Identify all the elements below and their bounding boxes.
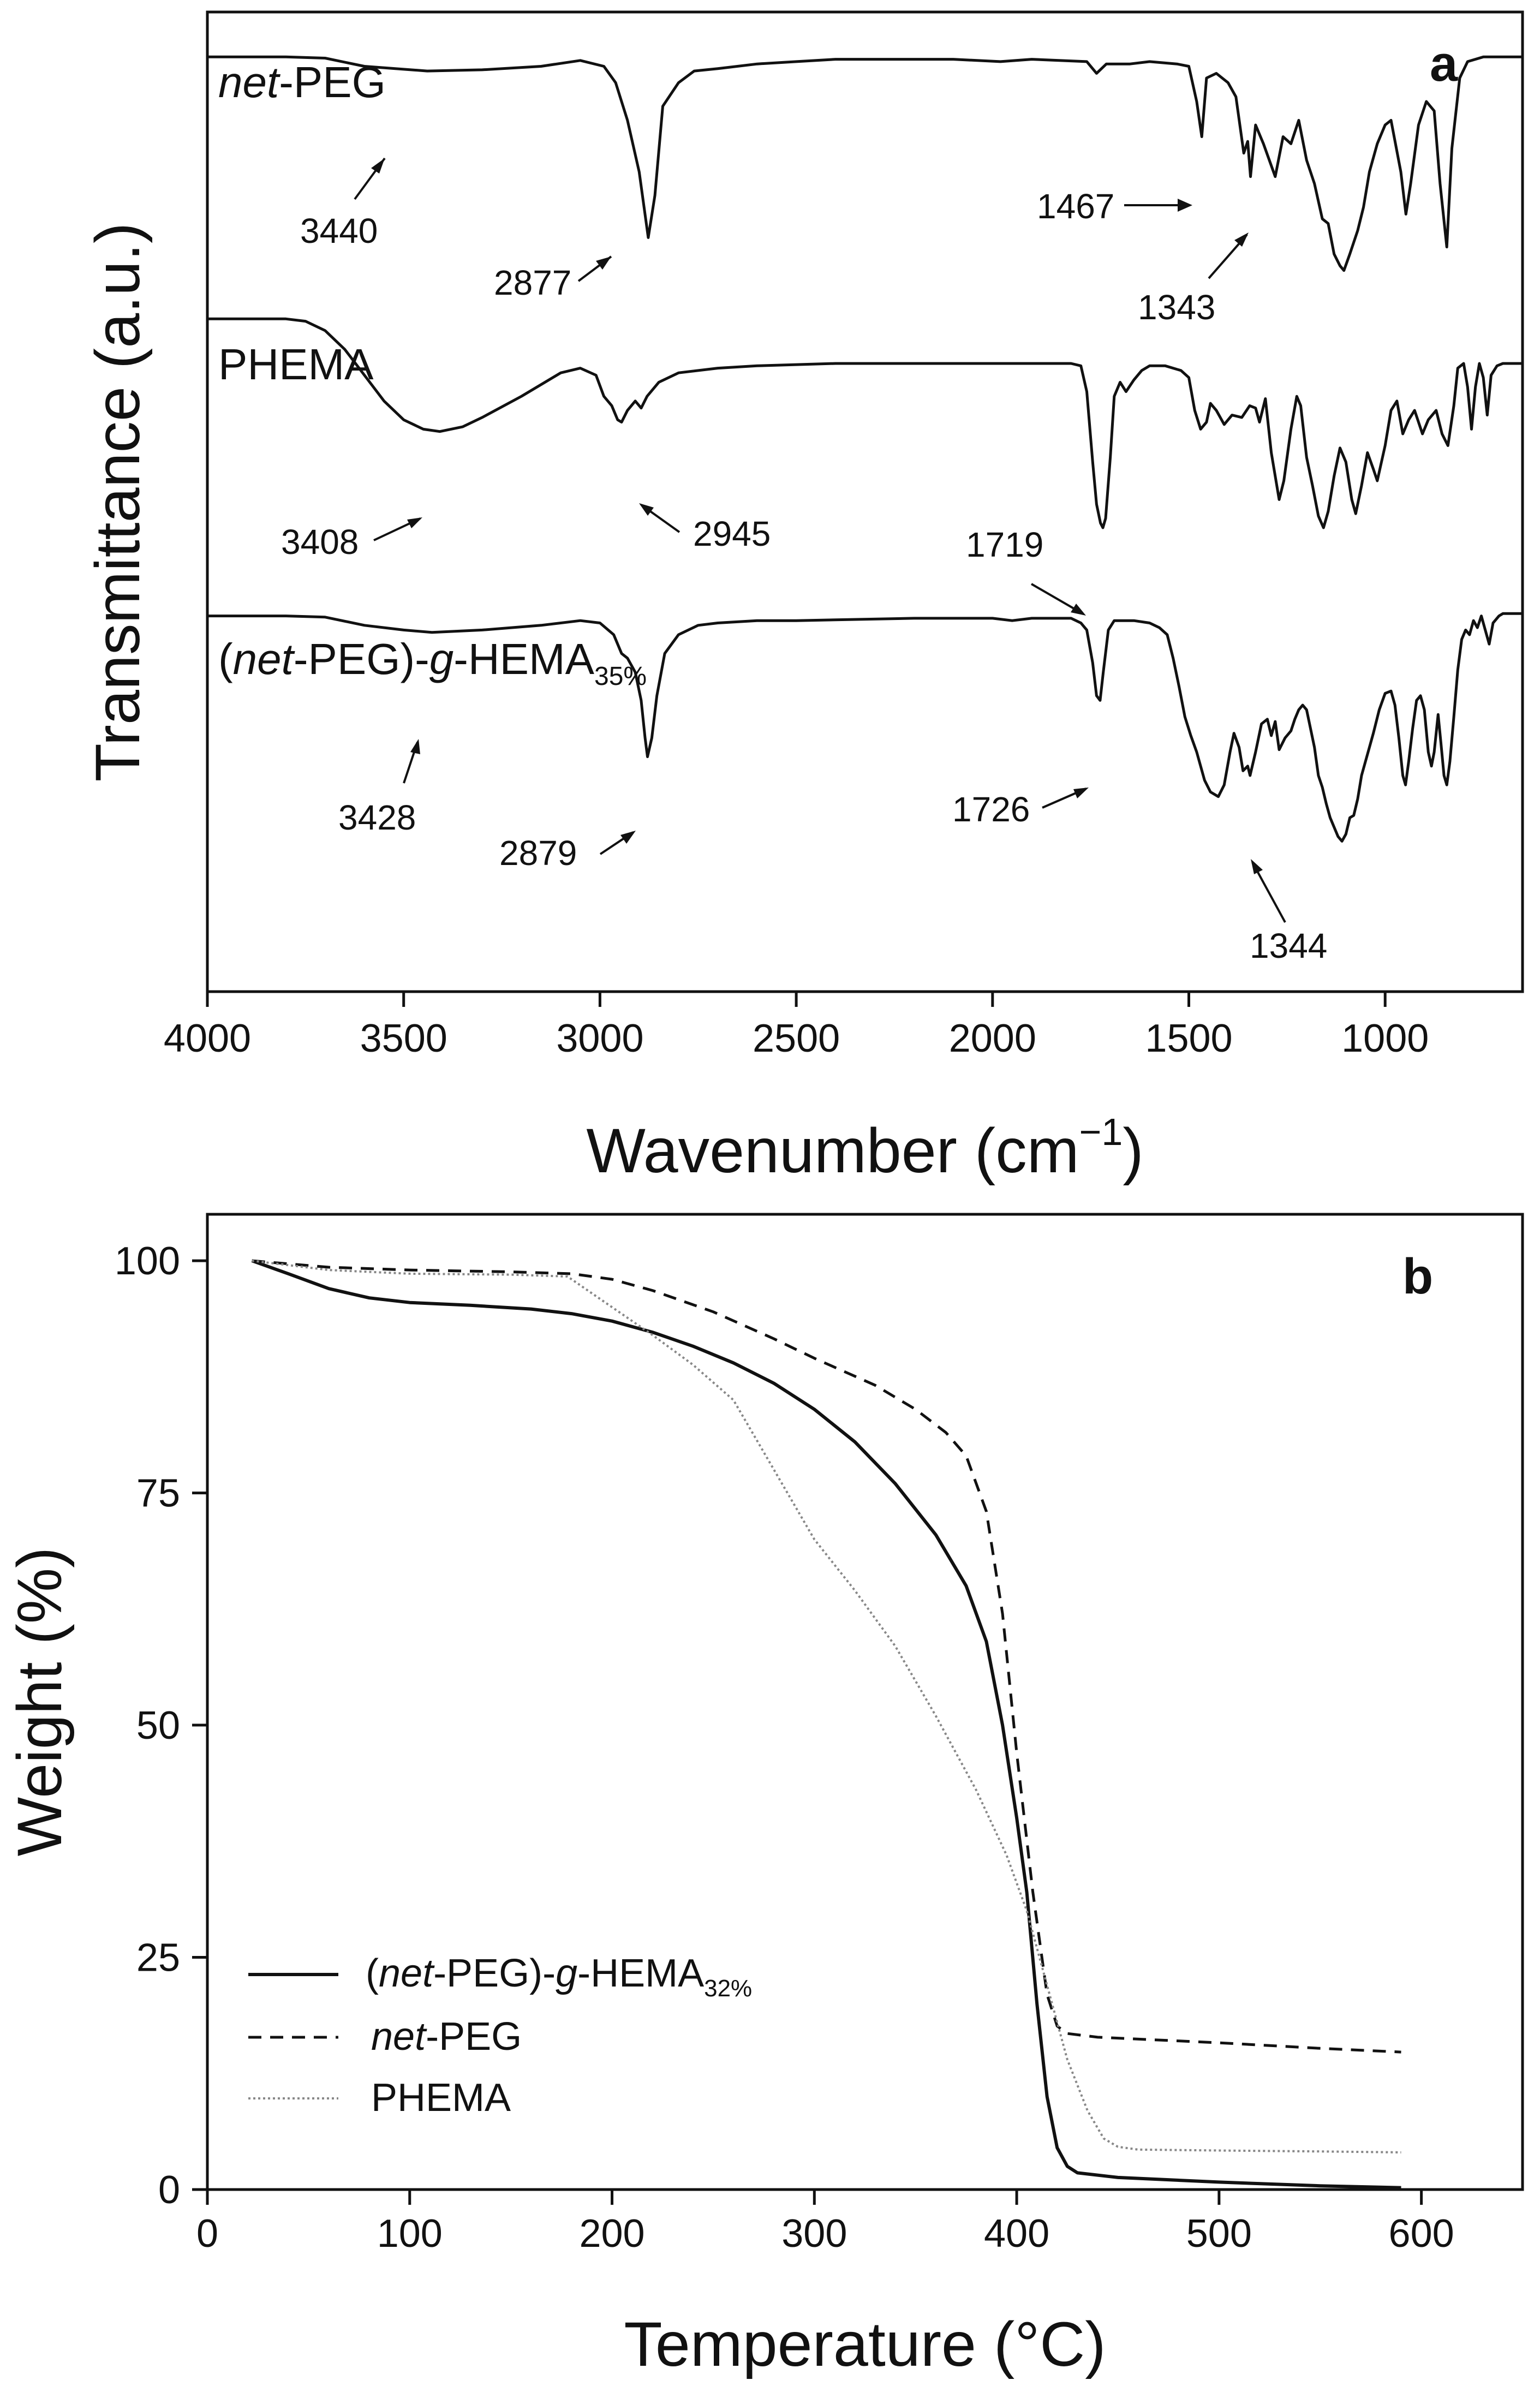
- peak-arrowhead-3440: [371, 158, 385, 174]
- peak-arrowhead-1726: [1073, 788, 1089, 798]
- peak-label-2877: 2877: [494, 263, 571, 302]
- peak-arrowhead-3428: [410, 739, 420, 754]
- peak-arrowhead-2879: [620, 831, 636, 844]
- peak-label-2945: 2945: [693, 514, 771, 553]
- series-label-phema: PHEMA: [218, 340, 374, 389]
- peak-arrowhead-1344: [1251, 859, 1263, 874]
- legend: (net-PEG)-g-HEMA32% net-PEG PHEMA: [248, 1952, 752, 2120]
- x-tick-label-3500: 3500: [360, 1017, 447, 1060]
- series-label-graft: (net-PEG)-g-HEMA35%: [218, 635, 647, 691]
- legend-label-graft: (net-PEG)-g-HEMA32%: [366, 1952, 752, 2002]
- peak-label-1344: 1344: [1250, 926, 1327, 965]
- peak-label-1719: 1719: [966, 525, 1043, 564]
- peak-label-1726: 1726: [952, 790, 1030, 829]
- panel-b-ylabel: Weight (%): [5, 1547, 75, 1857]
- peak-label-1467: 1467: [1037, 187, 1114, 226]
- x-tick-label-2000: 2000: [949, 1017, 1036, 1060]
- peak-arrowhead-2877: [596, 257, 611, 270]
- ir-series-net-peg: [207, 55, 1523, 272]
- peak-label-3408: 3408: [281, 522, 359, 562]
- panel-b: 0 100 200 300 400 500 600 0 25 50 75 100 Weight (%…: [5, 1213, 1524, 2379]
- peak-label-3440: 3440: [300, 211, 378, 250]
- x-tick-label-200: 200: [579, 2212, 644, 2256]
- peak-arrowhead-3408: [407, 517, 422, 528]
- peak-arrowhead-1343: [1234, 232, 1249, 247]
- peak-arrowhead-1719: [1071, 604, 1086, 616]
- y-tick-label-75: 75: [136, 1472, 180, 1516]
- x-tick-label-600: 600: [1389, 2212, 1454, 2256]
- ir-series-phema: [207, 317, 1523, 529]
- x-tick-label-300: 300: [781, 2212, 847, 2256]
- legend-label-net-peg: net-PEG: [371, 2015, 522, 2059]
- panel-a-xlabel: Wavenumber (cm−1): [586, 1111, 1143, 1186]
- y-tick-label-25: 25: [136, 1936, 180, 1980]
- panel-b-xlabel: Temperature (°C): [624, 2310, 1106, 2379]
- panel-b-label: b: [1402, 1249, 1433, 1304]
- peak-label-1343: 1343: [1138, 288, 1215, 327]
- x-tick-label-1000: 1000: [1341, 1017, 1429, 1060]
- x-tick-label-1500: 1500: [1145, 1017, 1232, 1060]
- x-tick-label-100: 100: [377, 2212, 443, 2256]
- x-tick-label-2500: 2500: [753, 1017, 840, 1060]
- peak-arrowhead-1467: [1178, 199, 1192, 212]
- legend-label-phema: PHEMA: [371, 2076, 511, 2120]
- tga-series-phema: [252, 1260, 1401, 2154]
- panel-a: 4000 3500 3000 2500 2000 1500 1000 Transmittan…: [83, 10, 1524, 1186]
- panel-a-plot-frame: [206, 10, 1524, 993]
- y-tick-label-50: 50: [136, 1704, 180, 1747]
- tga-series-net-peg: [252, 1259, 1401, 2054]
- y-tick-label-0: 0: [158, 2168, 180, 2212]
- tga-series-graft: [251, 1259, 1401, 2190]
- panel-a-x-ticks: 4000 3500 3000 2500 2000 1500 1000: [164, 992, 1429, 1060]
- panel-b-y-ticks: 0 25 50 75 100: [115, 1239, 207, 2212]
- y-tick-label-100: 100: [115, 1239, 180, 1283]
- panel-b-plot-frame: [206, 1213, 1524, 2191]
- peak-annotations: 3440 2877 1467 1343 3408 2945 1719 3428: [281, 157, 1327, 965]
- panel-a-ylabel: Transmittance (a.u.): [83, 223, 153, 782]
- x-tick-label-500: 500: [1186, 2212, 1252, 2256]
- peak-arrowhead-2945: [639, 503, 654, 516]
- peak-label-3428: 3428: [338, 798, 416, 837]
- panel-a-label: a: [1430, 36, 1458, 92]
- panel-b-x-ticks: 0 100 200 300 400 500 600: [196, 2190, 1454, 2256]
- x-tick-label-400: 400: [984, 2212, 1049, 2256]
- x-tick-label-0: 0: [196, 2212, 218, 2256]
- ir-series-graft: [207, 612, 1523, 843]
- x-tick-label-3000: 3000: [556, 1017, 643, 1060]
- x-tick-label-4000: 4000: [164, 1017, 251, 1060]
- peak-label-2879: 2879: [499, 833, 577, 873]
